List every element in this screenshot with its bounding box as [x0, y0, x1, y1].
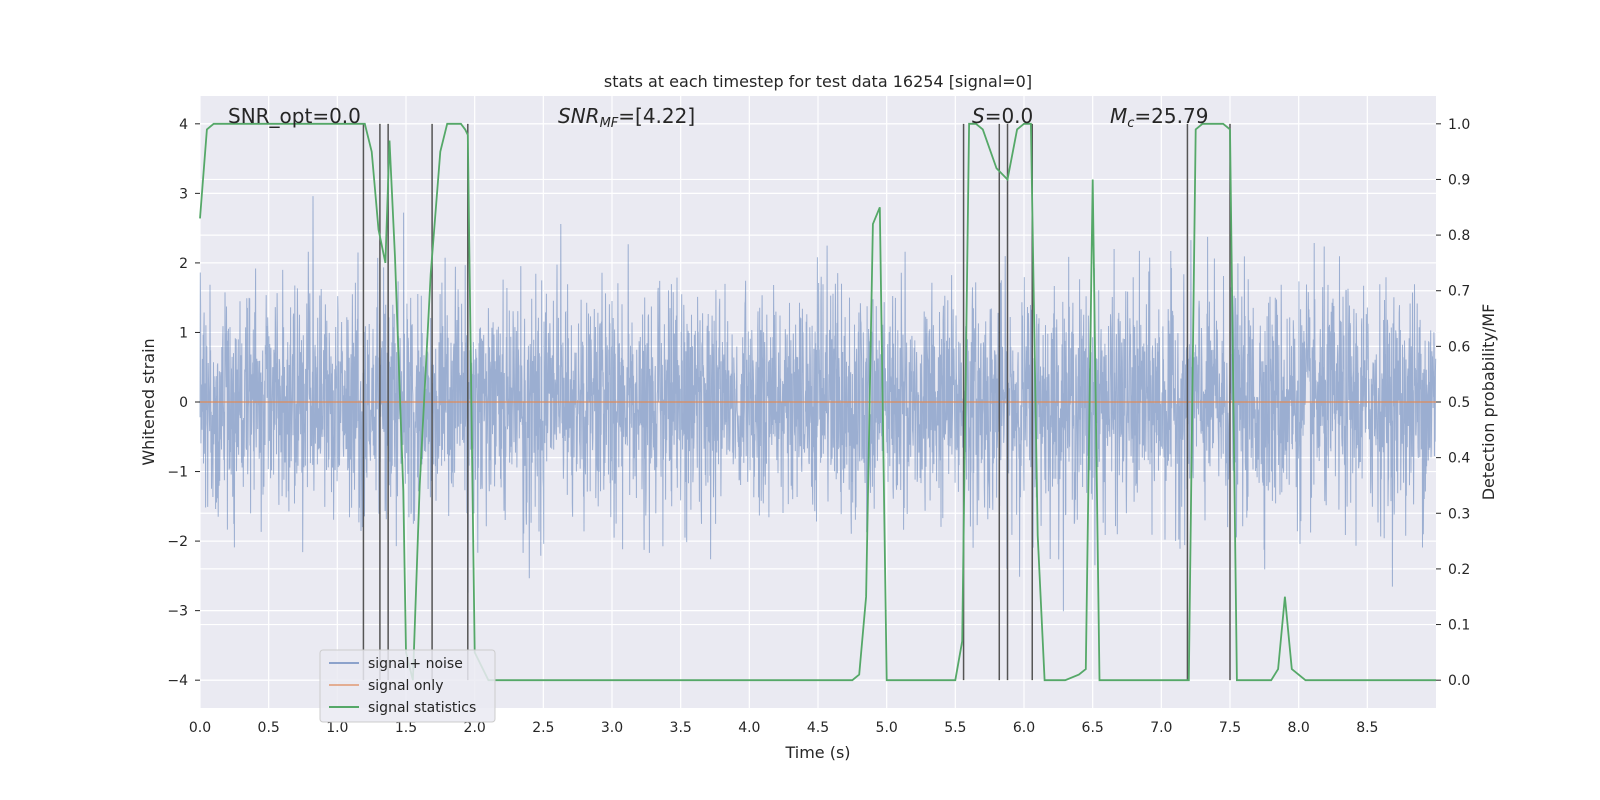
x-tick-label: 4.0: [738, 720, 760, 736]
y2-tick-label: 0.0: [1448, 673, 1470, 689]
x-axis-ticks: 0.0 0.5 1.0 1.5 2.0 2.5 3.0 3.5 4.0 4.5 5.0 5.5 6.0 6…: [189, 720, 1379, 736]
y-axis-ticks: −4 −3 −2 −1 0 1 2 3 4: [167, 117, 200, 689]
x-tick-label: 3.0: [601, 720, 623, 736]
x-tick-label: 0.0: [189, 720, 211, 736]
x-tick-label: 5.5: [944, 720, 966, 736]
x-tick-label: 8.5: [1356, 720, 1378, 736]
annotation-snr-opt: SNR_opt=0.0: [228, 104, 361, 128]
y-tick-label: 2: [179, 256, 188, 272]
legend: signal+ noise signal only signal statist…: [319, 649, 496, 723]
y2-tick-label: 1.0: [1448, 117, 1470, 133]
x-tick-label: 6.5: [1082, 720, 1104, 736]
y2-tick-label: 0.2: [1448, 562, 1470, 578]
annotation-s-value: =0.0: [985, 104, 1034, 128]
chart-title: stats at each timestep for test data 162…: [604, 72, 1032, 91]
signal-statistics-series: [199, 122, 1436, 682]
y2-tick-label: 0.9: [1448, 172, 1470, 188]
x-tick-label: 4.5: [807, 720, 829, 736]
annotation-snr-mf: SNRMF=[4.22]: [558, 104, 695, 131]
y2-tick-label: 0.8: [1448, 228, 1470, 244]
annotation-snr-mf-prefix: SNR: [558, 104, 600, 128]
y-tick-label: 3: [179, 186, 188, 202]
y2-tick-label: 0.3: [1448, 506, 1470, 522]
x-tick-label: 0.5: [258, 720, 280, 736]
annotation-mc-subscript: c: [1127, 116, 1134, 131]
y2-tick-label: 0.5: [1448, 395, 1470, 411]
legend-label-stats: signal statistics: [368, 700, 476, 716]
x-tick-label: 2.0: [464, 720, 486, 736]
x-tick-label: 1.0: [326, 720, 348, 736]
y-axis-label: Whitened strain: [139, 338, 158, 465]
x-tick-label: 3.5: [670, 720, 692, 736]
y2-axis-label: Detection probability/MF: [1479, 304, 1498, 501]
annotation-mc: Mc=25.79: [1110, 104, 1208, 131]
y-tick-label: −2: [167, 534, 188, 550]
x-tick-label: 1.5: [395, 720, 417, 736]
y-tick-label: 1: [179, 325, 188, 341]
annotation-s: S=0.0: [972, 104, 1033, 128]
y2-tick-label: 0.7: [1448, 284, 1470, 300]
x-tick-label: 6.0: [1013, 720, 1035, 736]
annotation-mc-value: =25.79: [1134, 104, 1208, 128]
legend-box: [319, 649, 496, 723]
y-tick-label: 0: [179, 395, 188, 411]
y-tick-label: 4: [179, 117, 188, 133]
x-tick-label: 2.5: [532, 720, 554, 736]
annotation-snr-mf-subscript: MF: [600, 116, 619, 131]
y-tick-label: −4: [167, 673, 188, 689]
annotation-s-prefix: S: [972, 104, 985, 128]
x-tick-label: 5.0: [876, 720, 898, 736]
annotation-snr-mf-value: =[4.22]: [618, 104, 695, 128]
x-tick-label: 8.0: [1288, 720, 1310, 736]
signal-statistics-line: [199, 122, 1436, 682]
annotation-mc-prefix: M: [1110, 104, 1127, 128]
x-tick-label: 7.5: [1219, 720, 1241, 736]
x-tick-label: 7.0: [1150, 720, 1172, 736]
y2-axis-ticks: 0.0 0.1 0.2 0.3 0.4 0.5 0.6 0.7 0.8 0.9 1.0: [1436, 117, 1470, 689]
y-tick-label: −1: [167, 465, 188, 481]
legend-label-noise: signal+ noise: [368, 656, 463, 672]
x-axis-label: Time (s): [784, 743, 850, 762]
y-tick-label: −3: [167, 604, 188, 620]
y2-tick-label: 0.1: [1448, 618, 1470, 634]
y2-tick-label: 0.4: [1448, 451, 1470, 467]
legend-label-signal: signal only: [368, 678, 443, 694]
detection-vertical-lines: [362, 123, 1231, 681]
y2-tick-label: 0.6: [1448, 339, 1470, 355]
